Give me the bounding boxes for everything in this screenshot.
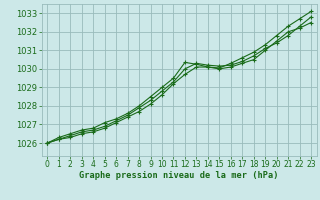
X-axis label: Graphe pression niveau de la mer (hPa): Graphe pression niveau de la mer (hPa) (79, 171, 279, 180)
